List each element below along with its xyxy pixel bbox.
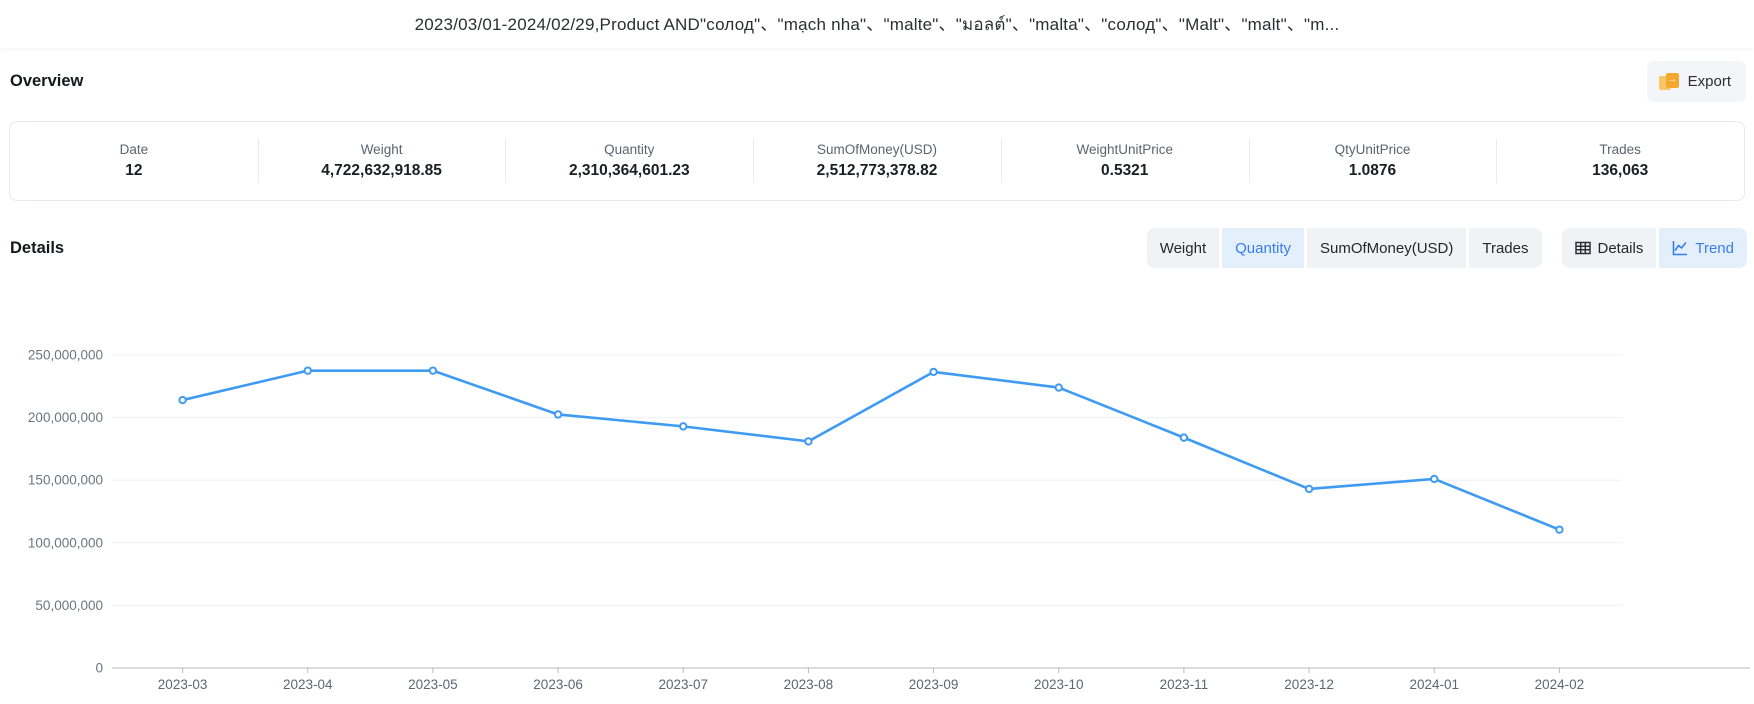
x-axis-label: 2023-05 [408,677,458,692]
stat-label: QtyUnitPrice [1334,142,1411,157]
x-axis-label: 2023-11 [1160,677,1209,692]
data-point-2023-12[interactable] [1304,484,1314,494]
tab-details[interactable]: Details [1561,228,1657,268]
x-axis-label: 2023-07 [658,677,708,692]
stat-label: Quantity [604,142,655,157]
stat-label: Weight [360,142,403,157]
export-icon: → [1658,72,1679,90]
stat-value: 12 [125,162,143,179]
y-axis-label: 250,000,000 [28,348,103,363]
y-axis-label: 0 [95,661,103,676]
overview-stats: Date 12 Weight 4,722,632,918.85 Quantity 2,31… [9,121,1745,201]
y-axis-label: 150,000,000 [28,473,103,488]
tab-label: Trades [1482,239,1529,257]
data-point-2023-06[interactable] [553,410,563,419]
x-axis-label: 2024-02 [1535,677,1585,692]
data-point-2023-04[interactable] [303,366,312,375]
stat-quantity: Quantity 2,310,364,601.23 [505,122,753,200]
x-axis-label: 2023-03 [158,677,208,692]
table-icon [1574,240,1591,256]
details-header-row: Details Weight Quantity SumOfMoney(USD) Tra… [10,224,1747,272]
x-axis-label: 2023-09 [909,677,959,692]
data-point-2024-01[interactable] [1430,474,1439,484]
stat-value: 2,310,364,601.23 [568,162,690,179]
data-point-2023-09[interactable] [929,367,938,377]
stat-value: 4,722,632,918.85 [321,162,442,179]
stat-sumofmoney-usd-: SumOfMoney(USD) 2,512,773,378.82 [753,122,1001,200]
stat-label: Date [119,142,149,157]
tab-label: Weight [1159,239,1207,257]
tab-sumofmoney-usd-[interactable]: SumOfMoney(USD) [1307,228,1467,268]
tab-label: Details [1597,239,1644,257]
stat-qtyunitprice: QtyUnitPrice 1.0876 [1248,122,1497,200]
export-label: Export [1687,72,1731,90]
data-point-2023-08[interactable] [804,437,813,446]
tab-label: Quantity [1235,239,1291,257]
tab-quantity[interactable]: Quantity [1222,228,1304,268]
x-axis-label: 2023-08 [784,677,834,692]
tab-trend[interactable]: Trend [1659,228,1747,268]
stat-value: 1.0876 [1348,162,1397,179]
stat-weight: Weight 4,722,632,918.85 [257,122,506,200]
stat-value: 136,063 [1592,162,1649,179]
data-point-2024-02[interactable] [1555,525,1564,534]
x-axis-label: 2023-12 [1284,677,1334,692]
data-point-2023-10[interactable] [1054,383,1063,392]
query-title: 2023/03/01-2024/02/29,Product AND"солод"… [414,15,1340,34]
overview-heading: Overview [10,71,84,90]
view-tabs: Details Trend [1561,228,1747,268]
data-point-2023-11[interactable] [1179,433,1189,442]
stat-value: 0.5321 [1101,162,1149,179]
stat-label: Trades [1599,142,1641,157]
y-axis-label: 200,000,000 [28,410,103,425]
export-button[interactable]: → Export [1646,60,1746,102]
y-axis-label: 100,000,000 [28,535,103,550]
details-controls: Weight Quantity SumOfMoney(USD) Trades Deta… [1146,228,1747,268]
stat-value: 2,512,773,378.82 [816,162,938,179]
overview-header-row: Overview → Export [10,58,1746,104]
tab-label: SumOfMoney(USD) [1320,239,1454,257]
metric-tabs: Weight Quantity SumOfMoney(USD) Trades [1146,228,1542,268]
tab-label: Trend [1695,239,1734,257]
stat-label: SumOfMoney(USD) [817,142,938,157]
x-axis-label: 2023-06 [533,677,583,692]
data-point-2023-07[interactable] [679,422,688,431]
stat-label: WeightUnitPrice [1076,142,1173,157]
stat-trades: Trades 136,063 [1496,122,1744,200]
data-point-2023-03[interactable] [178,395,187,405]
data-point-2023-05[interactable] [428,366,438,375]
query-title-bar: 2023/03/01-2024/02/29,Product AND"солод"… [0,0,1754,48]
stat-date: Date 12 [10,122,258,200]
details-heading: Details [10,238,65,257]
tab-trades[interactable]: Trades [1469,228,1542,268]
x-axis-label: 2023-04 [283,677,333,692]
y-axis-label: 50,000,000 [35,598,103,613]
stat-weightunitprice: WeightUnitPrice 0.5321 [1000,122,1249,200]
x-axis-label: 2023-10 [1034,677,1084,692]
x-axis-label: 2024-01 [1409,677,1459,692]
trend-icon [1672,240,1688,256]
tab-weight[interactable]: Weight [1146,228,1220,268]
trend-line [181,369,1561,531]
